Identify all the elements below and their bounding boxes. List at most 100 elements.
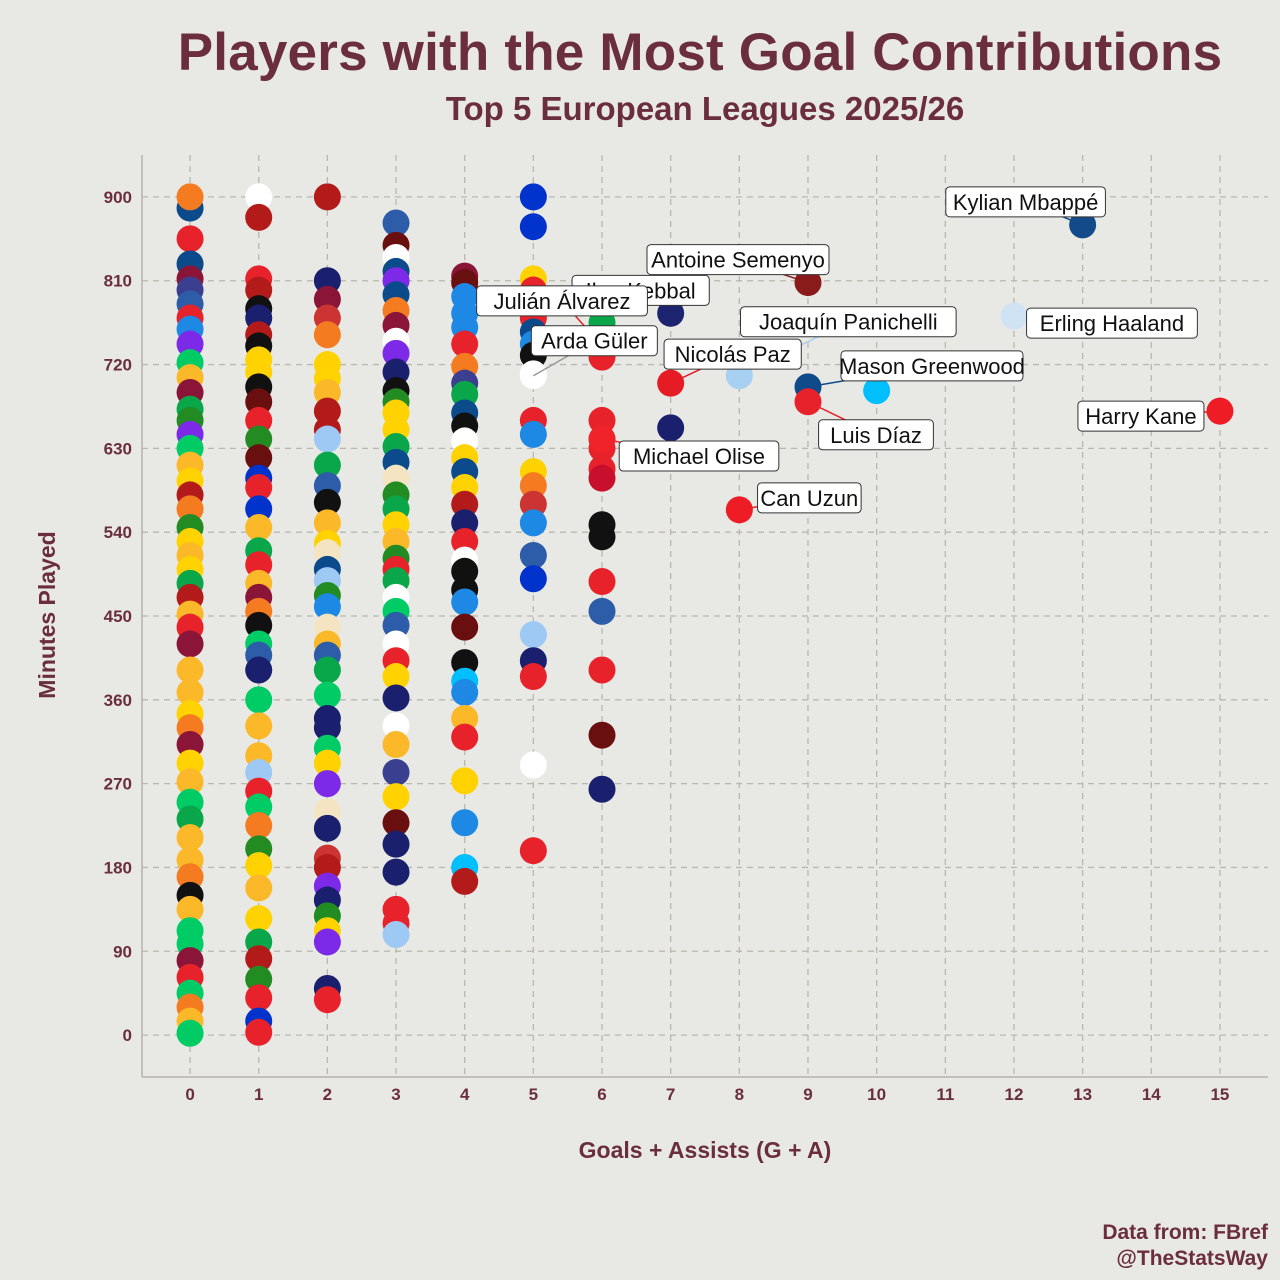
label-box [646,244,830,276]
point-label: Nicolás Paz [663,338,802,384]
y-tick-label: 450 [104,607,132,626]
player-point [451,527,479,555]
label-box [945,186,1106,218]
x-axis-label: Goals + Assists (G + A) [579,1137,832,1163]
y-tick-label: 630 [104,439,132,458]
x-tick-label: 3 [391,1085,400,1104]
label-text: Can Uzun [760,486,858,511]
player-point [588,775,616,803]
player-point [245,812,273,840]
label-box [663,338,802,370]
x-tick-label: 9 [803,1085,812,1104]
player-point [245,905,273,933]
player-point [313,183,341,211]
player-point [245,473,273,501]
player-point [245,551,273,579]
y-tick-label: 720 [104,356,132,375]
player-point [451,649,479,677]
player-point [245,203,273,231]
x-tick-label: 14 [1142,1085,1161,1104]
label-box [618,440,780,472]
player-point [313,814,341,842]
player-point [451,723,479,751]
player-point [863,377,891,405]
source-caption: Data from: FBref @TheStatsWay [1102,1220,1268,1272]
player-point [519,621,547,649]
player-point [451,490,479,518]
player-point [313,488,341,516]
x-tick-label: 11 [936,1085,954,1104]
player-point [245,852,273,880]
data-points [176,183,1234,1047]
y-axis-label: Minutes Played [34,531,60,698]
chart-title: Players with the Most Goal Contributions [177,23,1223,82]
x-tick-label: 8 [735,1085,744,1104]
label-text: Michael Olise [633,444,765,469]
player-point [176,1019,204,1047]
player-point [245,495,273,523]
player-point [519,213,547,241]
player-point [313,451,341,479]
point-label: Joaquín Panichelli [738,306,957,377]
x-tick-label: 15 [1210,1085,1229,1104]
point-label: Can Uzun [739,482,862,514]
player-point [588,721,616,749]
player-point [245,183,273,211]
player-point [519,541,547,569]
player-point [176,731,204,759]
player-point [313,425,341,453]
player-point [382,830,410,858]
label-box [1026,307,1198,339]
player-point [313,509,341,537]
player-point [313,928,341,956]
player-point [176,656,204,684]
player-point [245,874,273,902]
player-point [382,783,410,811]
player-point [382,611,410,639]
player-point [519,420,547,448]
label-text: Harry Kane [1085,404,1196,429]
point-label: Antoine Semenyo [646,244,830,284]
label-box [840,350,1024,382]
player-point [245,758,273,786]
player-point [382,209,410,237]
point-label: Luis Díaz [807,401,934,451]
player-point [176,824,204,852]
player-point [176,330,204,358]
player-point [245,276,273,304]
player-point [313,285,341,313]
x-tick-label: 7 [666,1085,675,1104]
label-text: Antoine Semenyo [651,248,825,273]
point-label: Arda Güler [530,325,658,377]
player-point [451,509,479,537]
y-tick-label: 360 [104,691,132,710]
player-point [245,945,273,973]
player-point [657,414,685,442]
player-point [588,523,616,551]
player-point [451,704,479,732]
label-box [530,325,658,357]
player-point [245,686,273,714]
player-point [313,986,341,1014]
player-point [451,613,479,641]
point-label: Mason Greenwood [807,350,1025,388]
label-box [740,306,957,338]
player-point [245,611,273,639]
y-tick-label: 180 [104,858,132,877]
y-tick-label: 90 [113,942,132,961]
label-text: Mason Greenwood [839,354,1025,379]
player-point [176,678,204,706]
player-point [451,767,479,795]
player-point [451,867,479,895]
y-tick-label: 810 [104,272,132,291]
player-point [176,225,204,253]
player-point [519,565,547,593]
player-point [176,495,204,523]
player-point [519,837,547,865]
player-point [176,805,204,833]
point-label: Michael Olise [601,438,780,472]
player-point [519,751,547,779]
player-point [313,853,341,881]
point-label: Harry Kane [1077,400,1220,432]
player-point [313,681,341,709]
